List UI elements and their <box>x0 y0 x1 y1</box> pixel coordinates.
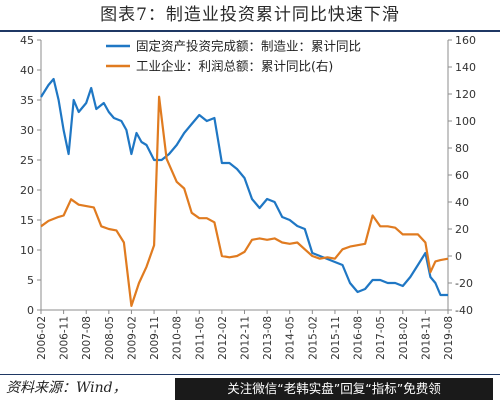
right-y-tick-label: 20 <box>455 223 469 236</box>
x-tick-label: 2008-05 <box>104 316 116 360</box>
left-y-tick-label: 0 <box>27 304 34 317</box>
left-y-tick-label: 5 <box>27 274 34 287</box>
left-y-tick-label: 45 <box>20 34 34 47</box>
left-y-tick-label: 25 <box>20 154 34 167</box>
x-tick-label: 2007-08 <box>81 316 93 360</box>
x-tick-label: 2016-08 <box>353 316 365 360</box>
legend-label-1: 固定资产投资完成额：制造业：累计同比 <box>136 39 361 54</box>
series-line-2 <box>40 95 449 307</box>
legend-label-2: 工业企业：利润总额：累计同比(右) <box>136 59 333 74</box>
x-tick-label: 2017-05 <box>375 316 387 360</box>
x-tick-label: 2012-11 <box>240 316 252 360</box>
right-y-tick-label: 40 <box>455 196 469 209</box>
left-y-tick-label: 35 <box>20 94 34 107</box>
x-tick-label: 2015-02 <box>307 316 319 360</box>
x-tick-label: 2018-11 <box>420 316 432 360</box>
x-tick-label: 2009-11 <box>149 316 161 360</box>
x-tick-label: 2019-08 <box>443 316 455 360</box>
left-y-tick-label: 40 <box>20 64 34 77</box>
left-y-tick-label: 15 <box>20 214 34 227</box>
title-divider <box>0 30 500 32</box>
x-tick-label: 2006-02 <box>36 316 48 360</box>
x-tick-label: 2013-08 <box>262 316 274 360</box>
right-y-tick-label: 120 <box>455 88 476 101</box>
left-y-tick-label: 30 <box>20 124 34 137</box>
right-y-tick-label: 0 <box>455 250 462 263</box>
chart-title: 图表7：制造业投资累计同比快速下滑 <box>100 5 400 25</box>
promo-banner: 关注微信“老韩实盘”回复“指标”免费领 <box>175 378 493 400</box>
x-tick-label: 2012-02 <box>217 316 229 360</box>
right-y-tick-label: -20 <box>455 277 473 290</box>
right-y-tick-label: 160 <box>455 34 476 47</box>
x-tick-label: 2006-11 <box>59 316 71 360</box>
left-y-tick-label: 10 <box>20 244 34 257</box>
source-note: 资料来源：Wind， <box>6 380 127 396</box>
series-line-1 <box>40 77 448 297</box>
x-tick-label: 2010-08 <box>172 316 184 360</box>
footer-divider <box>0 374 500 375</box>
right-y-tick-label: 80 <box>455 142 469 155</box>
line-chart: 0 5 10 15 20 25 30 35 40 45 -40 -20 0 20 40 60 80 100 120 1… <box>20 34 476 360</box>
right-y-tick-label: 60 <box>455 169 469 182</box>
x-tick-label: 2014-05 <box>285 316 297 360</box>
x-tick-label: 2009-02 <box>126 316 138 360</box>
right-y-tick-label: -40 <box>455 304 473 317</box>
x-tick-label: 2018-02 <box>398 316 410 360</box>
x-tick-label: 2015-11 <box>330 316 342 360</box>
left-y-tick-label: 20 <box>20 184 34 197</box>
right-y-tick-label: 140 <box>455 61 476 74</box>
right-y-tick-label: 100 <box>455 115 476 128</box>
x-tick-label: 2011-05 <box>194 316 206 360</box>
